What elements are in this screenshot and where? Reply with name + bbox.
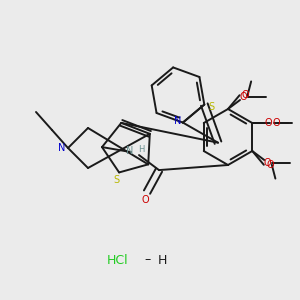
Text: O: O [264, 118, 272, 128]
Text: H: H [157, 254, 167, 266]
Text: O: O [263, 158, 271, 168]
Text: N: N [58, 143, 66, 153]
Text: –: – [145, 254, 151, 266]
Text: N: N [174, 116, 182, 126]
Text: H: H [138, 145, 144, 154]
Text: O: O [272, 118, 280, 128]
Text: N: N [126, 146, 134, 156]
Text: O: O [141, 195, 149, 205]
Text: O: O [239, 92, 247, 102]
Text: S: S [113, 176, 119, 185]
Text: HCl: HCl [107, 254, 129, 266]
Text: O: O [242, 90, 249, 100]
Text: S: S [208, 102, 214, 112]
Text: O: O [266, 160, 274, 170]
